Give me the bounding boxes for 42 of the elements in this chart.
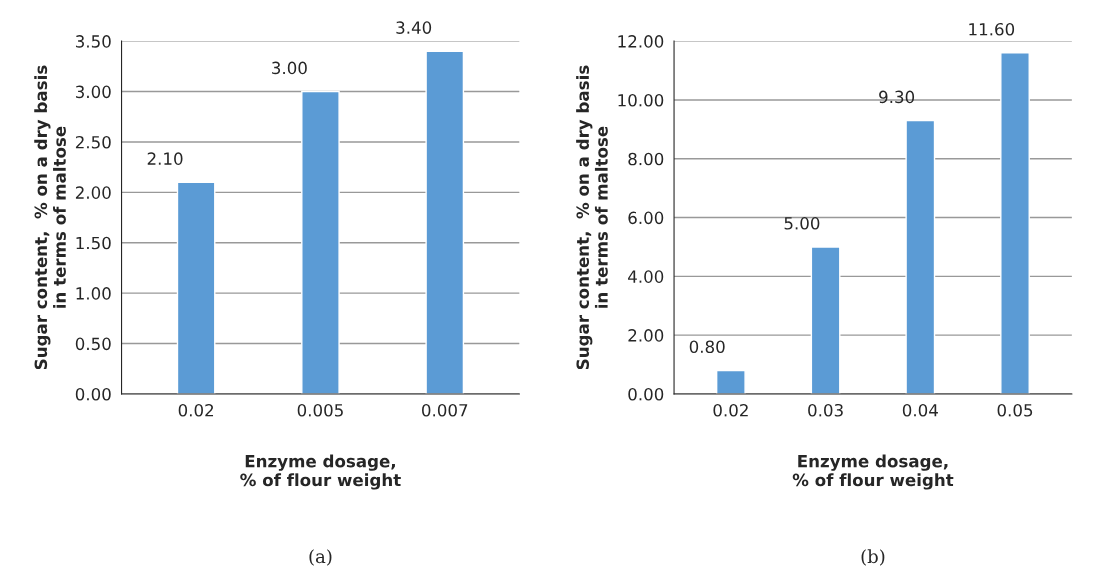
data-label: 3.40 [396, 21, 432, 34]
bar [1000, 52, 1030, 394]
y-tick-label: 1.50 [76, 236, 111, 250]
text: (b) [861, 549, 885, 566]
x-tick-label: 0.005 [297, 403, 343, 417]
y-tick-label: 0.00 [628, 387, 664, 401]
y-tick-label: 4.00 [628, 270, 664, 283]
x-axis-title: Enzyme dosage, % of flour weight [792, 454, 954, 490]
bar [176, 181, 216, 394]
bar [425, 50, 465, 394]
data-label: 0.80 [689, 340, 725, 354]
x-tick-label: 0.02 [713, 403, 748, 417]
bar [810, 246, 841, 394]
x-axis-title: Enzyme dosage, % of flour weight [240, 454, 401, 490]
y-tick-label: 12.00 [618, 35, 664, 48]
y-tick-label: 3.00 [75, 85, 111, 99]
y-tick-label: 10.00 [618, 93, 664, 107]
bar [715, 369, 746, 394]
bar [301, 90, 340, 394]
data-label: 5.00 [784, 217, 820, 230]
y-tick-label: 8.00 [628, 152, 664, 166]
text: (a) [309, 549, 332, 566]
y-tick-label: 3.50 [75, 35, 111, 48]
y-tick-label: 6.00 [628, 211, 664, 225]
y-axis-title: Sugar content, % on a dry basis in terms of maltose [576, 65, 608, 370]
x-tick-label: 0.007 [422, 403, 468, 417]
x-tick-label: 0.02 [178, 403, 214, 417]
y-tick-label: 2.50 [75, 135, 111, 149]
data-label: 11.60 [969, 22, 1015, 36]
y-tick-label: 2.00 [628, 329, 664, 342]
y-tick-label: 2.00 [75, 186, 111, 199]
bar [905, 119, 936, 394]
x-tick-label: 0.03 [808, 403, 843, 417]
y-axis-title: Sugar content, % on a dry basis in terms of maltose [34, 65, 66, 370]
x-tick-label: 0.04 [902, 403, 938, 417]
data-label: 2.10 [147, 152, 183, 165]
y-tick-label: 0.00 [75, 387, 111, 401]
y-tick-label: 0.50 [75, 337, 111, 351]
data-label: 3.00 [272, 61, 307, 75]
y-tick-label: 1.00 [76, 287, 111, 300]
x-tick-label: 0.05 [997, 403, 1033, 417]
data-label: 9.30 [879, 90, 915, 104]
